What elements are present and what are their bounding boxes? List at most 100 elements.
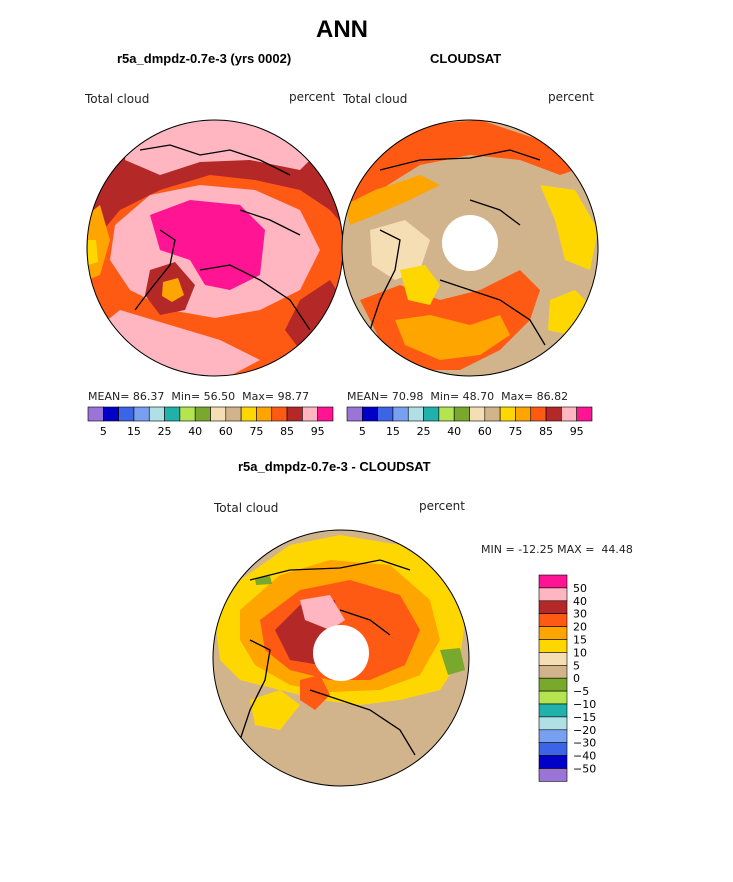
map-right-band-amber-north: [345, 175, 440, 225]
colorbar-diff-level-label: −30: [573, 737, 596, 750]
colorbar-diff-level-label: 30: [573, 608, 587, 621]
right-units-label: percent: [548, 90, 594, 104]
map-right-band-yellow-east: [540, 185, 598, 270]
colorbar-left-swatch: [87, 406, 104, 422]
colorbar-right-swatch: [515, 406, 532, 422]
colorbar-right-swatch: [484, 406, 501, 422]
colorbar-right-tick-label: 95: [570, 425, 584, 438]
right-min-label: Min=: [430, 390, 460, 403]
colorbar-diff-level-label: −50: [573, 763, 596, 776]
colorbar-left-tick-label: 85: [280, 425, 294, 438]
diff-min-value: -12.25: [518, 543, 554, 556]
colorbar-left-swatch: [302, 406, 318, 422]
colorbar-left-swatch: [210, 406, 227, 422]
map-right-band-amber-south: [395, 315, 510, 360]
colorbar-right-swatch: [377, 406, 394, 422]
left-stats: MEAN= 86.37 Min= 56.50 Max= 98.77: [88, 390, 309, 403]
colorbar-left-swatch: [240, 406, 257, 422]
diff-units-label: percent: [419, 499, 465, 513]
colorbar-right-swatch: [576, 406, 593, 422]
map-right-coastlines: [369, 149, 546, 346]
left-mean-label: MEAN=: [88, 390, 130, 403]
colorbar-left-swatch: [133, 406, 150, 422]
diff-stats: MIN = -12.25 MAX = 44.48: [481, 543, 633, 556]
map-right-band-orange-north: [345, 120, 575, 210]
colorbar-right-swatch: [453, 406, 470, 422]
map-left-coastlines: [134, 144, 311, 331]
right-mean-label: MEAN=: [347, 390, 389, 403]
colorbar-left-swatch: [256, 406, 273, 422]
map-diff: [213, 530, 469, 786]
colorbar-diff-swatch: [538, 703, 568, 718]
colorbar-diff-level-label: −5: [573, 685, 589, 698]
right-stats: MEAN= 70.98 Min= 48.70 Max= 86.82: [347, 390, 568, 403]
map-diff-band-yellow-south: [250, 690, 300, 730]
colorbar-right-swatch: [423, 406, 440, 422]
colorbar-diff-swatch: [538, 755, 568, 769]
colorbar-left-tick-label: 60: [219, 425, 233, 438]
map-right-border: [341, 119, 599, 377]
right-variable-label: Total cloud: [343, 92, 408, 106]
colorbar-diff-swatch: [538, 664, 568, 679]
colorbar-diff-swatch: [538, 626, 568, 640]
colorbar-diff-level-label: −40: [573, 750, 596, 763]
map-right-polar-hole: [442, 215, 498, 271]
colorbar-left-tick-label: 5: [100, 425, 107, 438]
colorbar-diff-level-label: 10: [573, 646, 587, 659]
colorbar-diff-level-label: 20: [573, 621, 587, 634]
colorbar-left-tick-label: 15: [127, 425, 141, 438]
left-max-value: 98.77: [277, 390, 310, 403]
panel-right-title: CLOUDSAT: [430, 51, 502, 66]
colorbar-left-swatch: [317, 406, 334, 422]
colorbar-diff-swatch: [538, 742, 568, 756]
colorbar-right-swatch: [469, 406, 486, 422]
colorbar-right-swatch: [561, 406, 577, 422]
colorbar-diff-level-label: 0: [573, 672, 580, 685]
colorbar-diff-swatch: [538, 716, 568, 731]
colorbar-right: 5 15 25 40 60 75 85 95: [346, 406, 593, 438]
left-min-value: 56.50: [203, 390, 236, 403]
colorbar-right-swatch: [530, 406, 547, 422]
colorbar-left-swatch: [271, 406, 288, 422]
right-mean-value: 70.98: [391, 390, 424, 403]
colorbar-diff-swatch: [538, 677, 568, 692]
colorbar-right-tick-label: 60: [478, 425, 492, 438]
right-min-value: 48.70: [462, 390, 495, 403]
colorbar-right-tick-label: 15: [386, 425, 400, 438]
colorbar-diff-swatch: [538, 690, 568, 705]
colorbar-left-tick-label: 25: [158, 425, 172, 438]
figure-title: ANN: [316, 16, 368, 43]
colorbar-right-swatch: [438, 406, 455, 422]
left-max-label: Max=: [242, 390, 275, 403]
colorbar-right-swatch: [392, 406, 409, 422]
colorbar-diff-swatch: [538, 600, 568, 614]
colorbar-right-swatch: [346, 406, 363, 422]
diff-variable-label: Total cloud: [214, 501, 279, 515]
colorbar-left-swatch: [148, 406, 165, 422]
map-right: [342, 120, 598, 376]
colorbar-left-swatch: [286, 406, 303, 422]
right-max-label: Max=: [501, 390, 534, 403]
colorbar-right-tick-label: 85: [539, 425, 553, 438]
colorbar-diff-swatch: [538, 768, 568, 782]
colorbar-left-swatch: [164, 406, 181, 422]
map-right-band-yellow-southeast: [548, 290, 590, 335]
panel-left-title: r5a_dmpdz-0.7e-3 (yrs 0002): [117, 51, 292, 66]
map-diff-coastlines: [239, 559, 416, 756]
colorbar-diff-swatch: [538, 574, 568, 589]
colorbar-diff-level-label: −20: [573, 724, 596, 737]
map-diff-border: [212, 529, 470, 787]
diff-max-label: MAX =: [557, 543, 595, 556]
colorbar-left-tick-label: 95: [311, 425, 325, 438]
colorbar-left-swatch: [179, 406, 196, 422]
colorbar-right-swatch: [362, 406, 378, 422]
left-units-label: percent: [289, 90, 335, 104]
colorbar-right-tick-label: 5: [359, 425, 366, 438]
map-diff-polar-hole: [313, 625, 369, 681]
colorbar-right-tick-label: 40: [447, 425, 461, 438]
colorbar-left-tick-label: 40: [188, 425, 202, 438]
right-max-value: 86.82: [536, 390, 569, 403]
colorbar-diff-swatch: [538, 587, 568, 602]
